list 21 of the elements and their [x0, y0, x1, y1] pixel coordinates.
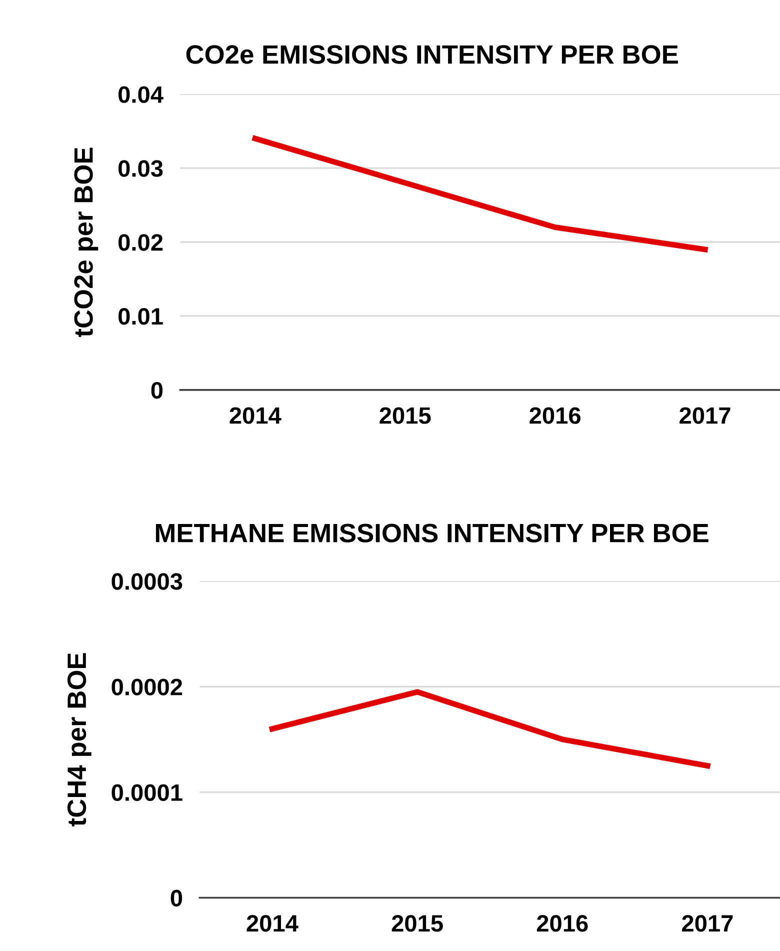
x-tick-label: 2015 — [392, 915, 443, 932]
y-tick-label: 0.03 — [118, 160, 163, 177]
y-tick-label: 0.04 — [118, 86, 164, 103]
y-axis-title: tCH4 per BOE — [67, 653, 92, 826]
x-tick-label: 2016 — [530, 407, 580, 424]
y-tick-label: 0.0003 — [112, 573, 182, 590]
y-tick-label: 0 — [151, 382, 163, 399]
y-tick-label: 0.0002 — [112, 678, 182, 696]
chart-title: METHANE EMISSIONS INTENSITY PER BOE — [156, 524, 708, 542]
y-tick-label: 0.01 — [118, 308, 163, 325]
y-axis-title: tCO2e per BOE — [74, 148, 98, 338]
x-tick-label: 2017 — [680, 407, 730, 424]
x-tick-label: 2014 — [230, 407, 282, 424]
y-tick-label: 0 — [170, 890, 182, 907]
y-tick-label: 0.0001 — [112, 784, 182, 801]
x-tick-label: 2017 — [682, 915, 733, 932]
x-tick-label: 2014 — [246, 915, 298, 932]
chart-title: CO2e EMISSIONS INTENSITY PER BOE — [186, 45, 678, 64]
x-tick-label: 2016 — [536, 915, 588, 932]
y-tick-label: 0.02 — [118, 234, 163, 251]
x-tick-label: 2015 — [380, 407, 431, 424]
